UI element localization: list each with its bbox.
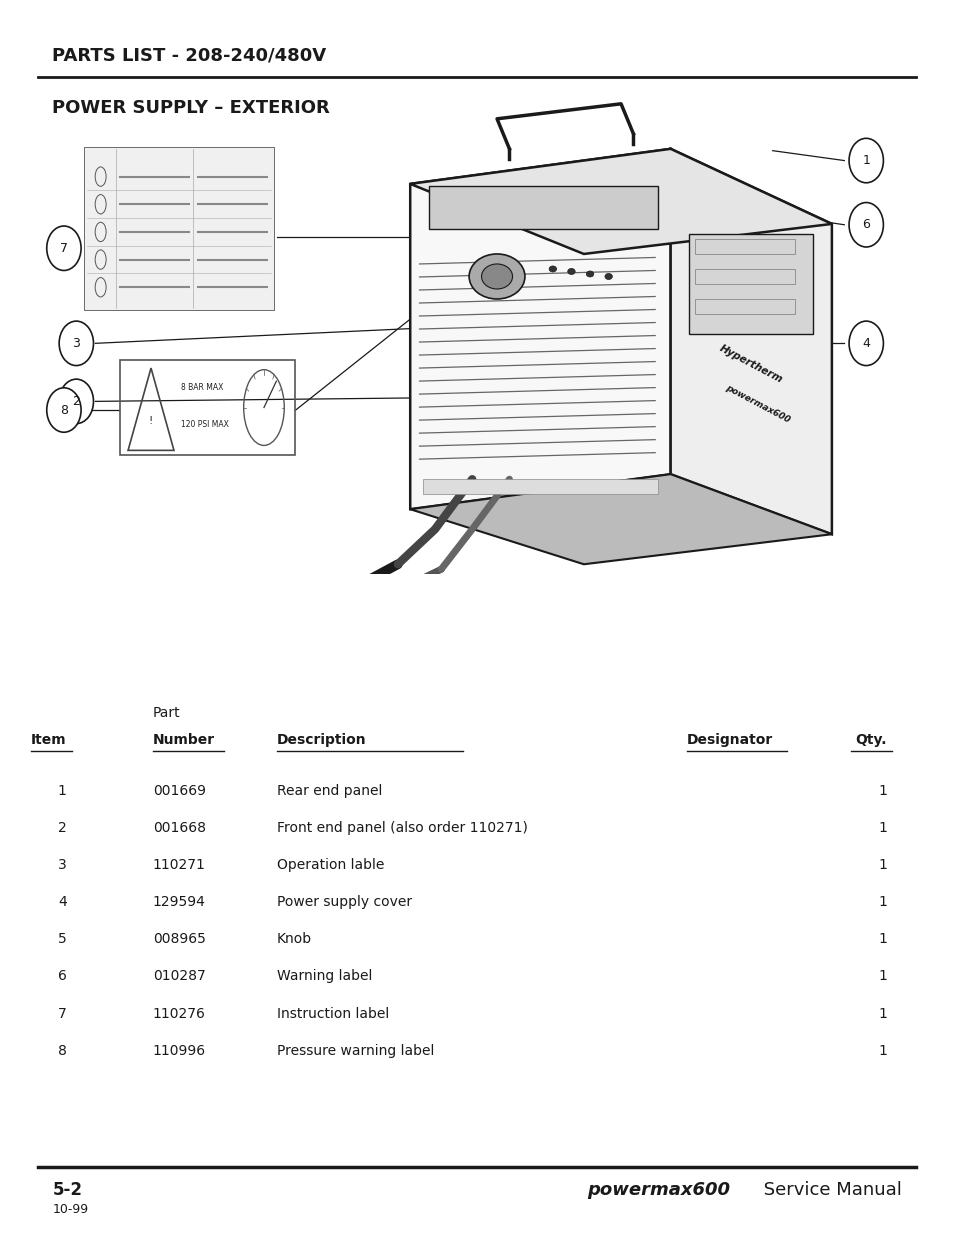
Text: POWER SUPPLY – EXTERIOR: POWER SUPPLY – EXTERIOR	[52, 99, 330, 117]
Circle shape	[848, 321, 882, 366]
Text: 3: 3	[72, 337, 80, 350]
Text: 3: 3	[58, 858, 67, 872]
Text: 8: 8	[58, 1044, 67, 1057]
Text: 001668: 001668	[152, 821, 206, 835]
Text: 1: 1	[878, 969, 886, 983]
Text: 1: 1	[878, 932, 886, 946]
Text: 1: 1	[878, 1044, 886, 1057]
Text: Operation lable: Operation lable	[276, 858, 384, 872]
Text: 7: 7	[58, 1007, 67, 1020]
Text: 008965: 008965	[152, 932, 205, 946]
Circle shape	[47, 388, 81, 432]
Text: 5-2: 5-2	[52, 1181, 82, 1199]
Bar	[428, 186, 658, 228]
Circle shape	[481, 264, 512, 289]
Text: 5: 5	[797, 500, 804, 513]
Text: 8 BAR MAX: 8 BAR MAX	[181, 383, 223, 393]
Text: powermax600: powermax600	[586, 1181, 729, 1199]
Text: 1: 1	[878, 1007, 886, 1020]
Polygon shape	[410, 149, 670, 509]
Text: Designator: Designator	[686, 734, 772, 747]
Bar	[422, 479, 658, 494]
Text: 110271: 110271	[152, 858, 205, 872]
Text: Rear end panel: Rear end panel	[276, 784, 381, 798]
Bar	[695, 299, 794, 314]
Bar	[695, 269, 794, 284]
Circle shape	[469, 254, 524, 299]
Text: 1: 1	[862, 154, 869, 167]
Bar	[688, 233, 812, 333]
Text: Pressure warning label: Pressure warning label	[276, 1044, 434, 1057]
Text: 6: 6	[862, 219, 869, 231]
Text: Number: Number	[152, 734, 214, 747]
Text: 2: 2	[72, 395, 80, 408]
Text: 1: 1	[58, 784, 67, 798]
Text: 110996: 110996	[152, 1044, 206, 1057]
Polygon shape	[410, 149, 831, 254]
Polygon shape	[410, 474, 831, 564]
Text: 1: 1	[878, 858, 886, 872]
Circle shape	[59, 321, 93, 366]
Text: !: !	[149, 416, 153, 426]
Text: Warning label: Warning label	[276, 969, 372, 983]
Text: PARTS LIST - 208-240/480V: PARTS LIST - 208-240/480V	[52, 47, 326, 65]
Text: Description: Description	[276, 734, 366, 747]
Text: 1: 1	[878, 784, 886, 798]
Text: 7: 7	[60, 242, 68, 254]
Text: Part: Part	[152, 706, 180, 720]
Text: 4: 4	[862, 337, 869, 350]
Text: 110276: 110276	[152, 1007, 205, 1020]
Text: Front end panel (also order 110271): Front end panel (also order 110271)	[276, 821, 527, 835]
Text: Item: Item	[31, 734, 67, 747]
Text: 2: 2	[58, 821, 67, 835]
Bar	[695, 238, 794, 254]
Circle shape	[783, 484, 818, 529]
Text: Hypertherm: Hypertherm	[718, 343, 783, 385]
Text: powermax600: powermax600	[723, 383, 790, 425]
Circle shape	[59, 379, 93, 424]
Text: Knob: Knob	[276, 932, 312, 946]
Polygon shape	[670, 149, 831, 535]
Circle shape	[549, 266, 556, 272]
Text: 129594: 129594	[152, 895, 205, 909]
Text: 1: 1	[878, 895, 886, 909]
Text: Power supply cover: Power supply cover	[276, 895, 412, 909]
Text: 1: 1	[878, 821, 886, 835]
Text: 6: 6	[58, 969, 67, 983]
Circle shape	[47, 226, 81, 270]
Circle shape	[567, 268, 575, 274]
Text: Qty.: Qty.	[855, 734, 886, 747]
Text: 120 PSI MAX: 120 PSI MAX	[181, 420, 229, 429]
Circle shape	[586, 270, 593, 277]
Circle shape	[848, 138, 882, 183]
Text: 5: 5	[58, 932, 67, 946]
Text: 001669: 001669	[152, 784, 206, 798]
Circle shape	[604, 273, 612, 279]
Text: Service Manual: Service Manual	[758, 1181, 902, 1199]
Text: 8: 8	[60, 404, 68, 416]
Text: Instruction label: Instruction label	[276, 1007, 389, 1020]
Text: 4: 4	[58, 895, 67, 909]
Text: 010287: 010287	[152, 969, 205, 983]
Circle shape	[848, 203, 882, 247]
Text: 10-99: 10-99	[52, 1203, 89, 1216]
